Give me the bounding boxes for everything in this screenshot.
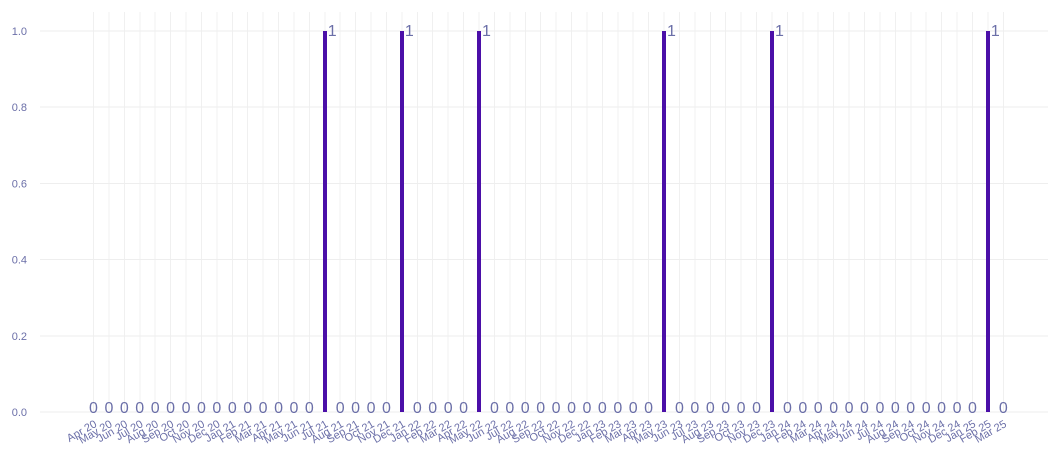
data-label: 0 bbox=[937, 400, 946, 417]
data-label: 0 bbox=[521, 400, 530, 417]
data-label: 0 bbox=[151, 400, 160, 417]
data-label: 1 bbox=[405, 23, 414, 40]
y-tick-label: 0.0 bbox=[12, 407, 27, 419]
y-tick-label: 0.6 bbox=[12, 178, 27, 190]
data-label: 0 bbox=[875, 400, 884, 417]
data-label: 0 bbox=[197, 400, 206, 417]
bar bbox=[769, 31, 774, 413]
data-label: 0 bbox=[567, 400, 576, 417]
bar bbox=[477, 31, 481, 413]
bar bbox=[662, 31, 667, 413]
data-label: 0 bbox=[721, 400, 730, 417]
data-label: 0 bbox=[598, 400, 607, 417]
data-label: 0 bbox=[845, 400, 854, 417]
data-label: 0 bbox=[428, 400, 437, 417]
data-label: 0 bbox=[675, 400, 684, 417]
data-label: 0 bbox=[444, 400, 453, 417]
data-label: 0 bbox=[89, 400, 98, 417]
data-label: 0 bbox=[906, 400, 915, 417]
data-label: 0 bbox=[104, 400, 113, 417]
bar bbox=[985, 31, 990, 413]
data-label: 0 bbox=[228, 400, 237, 417]
data-label: 0 bbox=[536, 400, 545, 417]
y-tick-label: 0.8 bbox=[12, 102, 27, 114]
data-label: 0 bbox=[351, 400, 360, 417]
data-label: 0 bbox=[413, 400, 422, 417]
data-label: 0 bbox=[953, 400, 962, 417]
data-label: 0 bbox=[644, 400, 653, 417]
data-label: 0 bbox=[999, 400, 1008, 417]
data-label: 0 bbox=[290, 400, 299, 417]
data-label: 0 bbox=[690, 400, 699, 417]
data-label: 0 bbox=[891, 400, 900, 417]
y-axis-ticks: 0.0 0.2 0.4 0.6 0.8 1.0 bbox=[12, 26, 27, 419]
bar bbox=[322, 31, 327, 413]
data-label: 0 bbox=[259, 400, 268, 417]
data-label: 0 bbox=[706, 400, 715, 417]
data-label: 0 bbox=[629, 400, 638, 417]
data-label: 0 bbox=[552, 400, 561, 417]
data-label: 0 bbox=[613, 400, 622, 417]
bars bbox=[322, 31, 990, 413]
bar bbox=[399, 31, 404, 413]
data-label: 0 bbox=[783, 400, 792, 417]
data-label: 0 bbox=[274, 400, 283, 417]
data-label: 1 bbox=[328, 23, 337, 40]
data-label: 0 bbox=[752, 400, 761, 417]
data-label: 0 bbox=[166, 400, 175, 417]
data-label: 0 bbox=[860, 400, 869, 417]
data-label: 0 bbox=[382, 400, 391, 417]
data-label: 0 bbox=[305, 400, 314, 417]
data-label: 0 bbox=[120, 400, 129, 417]
grid bbox=[40, 12, 1048, 413]
data-label: 0 bbox=[737, 400, 746, 417]
data-label: 0 bbox=[582, 400, 591, 417]
data-label: 0 bbox=[135, 400, 144, 417]
data-label: 0 bbox=[243, 400, 252, 417]
data-label: 0 bbox=[829, 400, 838, 417]
y-tick-label: 0.2 bbox=[12, 331, 27, 343]
data-label: 0 bbox=[490, 400, 499, 417]
data-label: 0 bbox=[459, 400, 468, 417]
y-tick-label: 1.0 bbox=[12, 26, 27, 38]
data-label: 1 bbox=[775, 23, 784, 40]
data-label: 0 bbox=[212, 400, 221, 417]
data-label: 1 bbox=[482, 23, 491, 40]
data-label: 0 bbox=[814, 400, 823, 417]
data-label: 0 bbox=[367, 400, 376, 417]
data-label: 1 bbox=[991, 23, 1000, 40]
data-labels: 0 0 0 0 0 0 0 0 0 0 0 0 0 0 010 0 0 010 0 0 010 0 0 0 0 0 0 0 0 0 010 0… bbox=[89, 23, 1008, 417]
data-label: 0 bbox=[336, 400, 345, 417]
data-label: 0 bbox=[968, 400, 977, 417]
data-label: 0 bbox=[505, 400, 514, 417]
data-label: 0 bbox=[922, 400, 931, 417]
y-tick-label: 0.4 bbox=[12, 255, 27, 267]
data-label: 0 bbox=[798, 400, 807, 417]
data-label: 0 bbox=[182, 400, 191, 417]
data-label: 1 bbox=[667, 23, 676, 40]
